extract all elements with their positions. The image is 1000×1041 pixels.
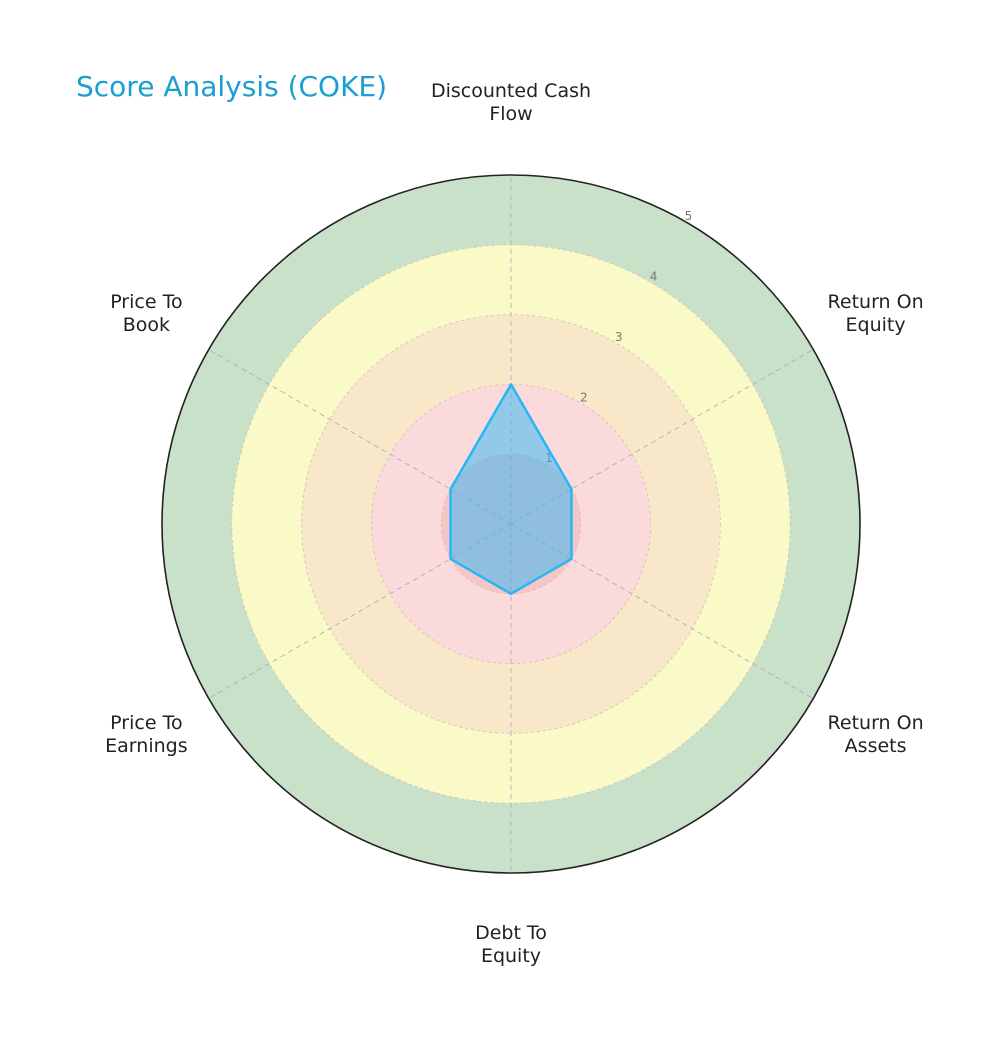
category-label: Debt To Equity — [475, 922, 547, 967]
radial-tick-label: 2 — [580, 390, 588, 404]
outer-frame — [161, 174, 861, 874]
chart-title: Score Analysis (COKE) — [76, 70, 388, 103]
category-label: Return On Equity — [827, 290, 924, 336]
category-label: Price To Book — [110, 290, 183, 336]
series-area — [449, 383, 573, 596]
category-label: Price To Earnings — [105, 711, 188, 757]
radial-tick-label: 3 — [615, 330, 623, 344]
category-label: Return On Assets — [827, 711, 924, 757]
radial-tick-label: 4 — [650, 270, 658, 284]
radial-tick-label: 5 — [685, 209, 693, 223]
category-label: Discounted Cash Flow — [430, 80, 592, 125]
